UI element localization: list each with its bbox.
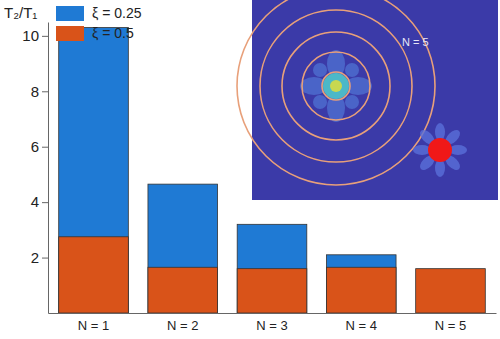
chart: 2 4 6 8 10 N = 1 N = 2 N = 3 N = 4 N = 5 T₂/T₁ N = … — [0, 0, 500, 339]
inset-image: N = 5 — [237, 0, 498, 200]
y-tick: 10 — [22, 27, 48, 44]
y-tick-mark — [42, 91, 48, 92]
y-axis-title: T₂/T₁ — [4, 4, 37, 21]
x-axis: N = 1 N = 2 N = 3 N = 4 N = 5 — [49, 314, 497, 334]
bar — [59, 237, 129, 313]
inset-ring — [282, 32, 390, 140]
legend-swatch — [56, 26, 84, 41]
y-tick-label: 10 — [22, 27, 39, 44]
y-tick: 6 — [31, 138, 48, 155]
y-tick: 8 — [31, 83, 48, 100]
inset-lobe — [345, 95, 359, 109]
y-tick-mark — [42, 258, 48, 259]
y-tick-mark — [42, 36, 48, 37]
inset-lobe — [345, 63, 359, 77]
bar — [326, 255, 396, 313]
x-tick-label: N = 4 — [346, 318, 377, 333]
bar — [416, 269, 486, 313]
x-tick-label: N = 3 — [256, 318, 287, 333]
y-tick-label: 6 — [31, 138, 39, 155]
x-tick: N = 5 — [435, 318, 466, 333]
inset-ring — [302, 52, 370, 120]
bar — [237, 269, 307, 313]
bar — [148, 267, 218, 313]
legend-label: ξ = 0.5 — [92, 25, 134, 41]
legend-label: ξ = 0.25 — [92, 5, 142, 21]
bar — [59, 28, 129, 313]
inset-background — [252, 0, 498, 200]
x-tick: N = 1 — [78, 318, 109, 333]
bar — [326, 267, 396, 313]
inset-lobe — [313, 63, 327, 77]
legend-swatch — [56, 6, 84, 21]
inset-ring — [322, 72, 350, 100]
inset-core — [323, 73, 349, 99]
x-tick: N = 2 — [167, 318, 198, 333]
bar — [148, 184, 218, 313]
legend: ξ = 0.25 ξ = 0.5 — [56, 5, 142, 41]
y-tick-label: 8 — [31, 83, 39, 100]
inset-lobe — [313, 95, 327, 109]
bar — [237, 224, 307, 313]
x-tick-label: N = 5 — [435, 318, 466, 333]
inset-ring — [237, 0, 435, 185]
x-tick: N = 4 — [346, 318, 377, 333]
x-axis-line — [49, 313, 497, 314]
x-tick: N = 3 — [256, 318, 287, 333]
y-axis: 2 4 6 8 10 — [22, 23, 48, 314]
annotation: N = 5 — [402, 36, 429, 48]
x-tick-label: N = 1 — [78, 318, 109, 333]
inset-source — [428, 138, 452, 162]
y-tick-label: 4 — [31, 193, 39, 210]
y-tick-mark — [42, 147, 48, 148]
y-tick-mark — [42, 202, 48, 203]
y-tick-label: 2 — [31, 249, 39, 266]
y-axis-line — [48, 23, 49, 314]
y-tick: 2 — [31, 249, 48, 266]
inset-ring — [260, 10, 412, 162]
inset-core — [330, 80, 342, 92]
y-tick: 4 — [31, 193, 48, 210]
x-tick-label: N = 2 — [167, 318, 198, 333]
